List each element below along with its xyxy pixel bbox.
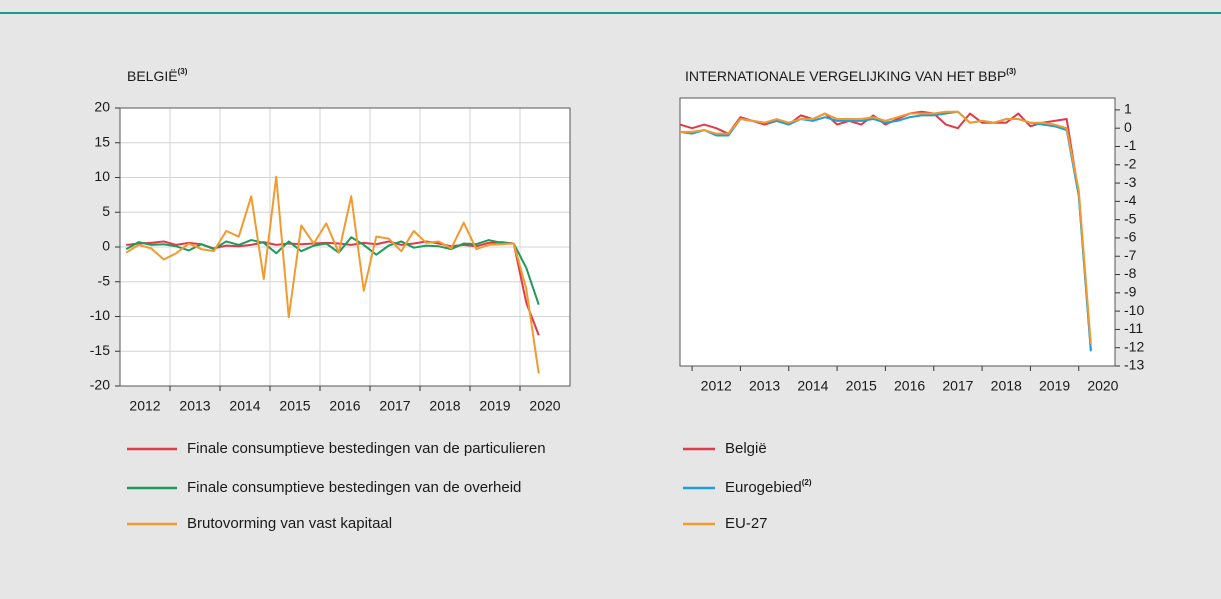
- y-tick-label: -1: [1124, 137, 1137, 153]
- y-tick-label: -10: [1124, 302, 1144, 318]
- legend-label: Finale consumptieve bestedingen van de p…: [187, 440, 546, 457]
- legend-label-main: Eurogebied: [725, 479, 802, 496]
- chart-title-main: INTERNATIONALE VERGELIJKING VAN HET BBP: [685, 68, 1006, 84]
- y-tick-label: -7: [1124, 247, 1137, 263]
- y-tick-label: -13: [1124, 357, 1144, 373]
- x-tick-label: 2017: [942, 378, 973, 394]
- y-tick-label: 15: [94, 133, 110, 149]
- series-line: [125, 175, 540, 374]
- y-tick-label: -6: [1124, 229, 1137, 245]
- legend-label: Eurogebied(2): [725, 478, 812, 496]
- y-tick-label: 5: [102, 203, 110, 219]
- top-rule: [0, 12, 1221, 14]
- y-tick-label: -20: [90, 377, 110, 393]
- legend-label: België: [725, 440, 767, 457]
- x-tick-label: 2012: [701, 378, 732, 394]
- y-tick-label: 10: [94, 168, 110, 184]
- plot-border: [679, 97, 1116, 367]
- y-tick-label: -4: [1124, 192, 1137, 208]
- chart-title-sup: (3): [1006, 67, 1016, 76]
- x-tick-label: 2012: [129, 398, 160, 414]
- y-tick-label: -10: [90, 307, 110, 323]
- y-tick-label: -9: [1124, 284, 1137, 300]
- y-tick-label: -3: [1124, 174, 1137, 190]
- x-tick-label: 2018: [429, 398, 460, 414]
- plot-area: [680, 98, 1115, 366]
- x-tick-label: 2020: [529, 398, 560, 414]
- x-tick-label: 2015: [846, 378, 877, 394]
- legend-label-main: België: [725, 440, 767, 457]
- x-tick-label: 2019: [479, 398, 510, 414]
- y-tick-label: -11: [1124, 320, 1143, 336]
- x-tick-label: 2013: [179, 398, 210, 414]
- legend-label-main: EU-27: [725, 515, 768, 532]
- y-tick-label: -12: [1124, 338, 1144, 354]
- x-tick-label: 2017: [379, 398, 410, 414]
- y-tick-label: -15: [90, 342, 110, 358]
- x-tick-label: 2016: [329, 398, 360, 414]
- y-tick-label: -5: [1124, 210, 1137, 226]
- x-tick-label: 2013: [749, 378, 780, 394]
- x-tick-label: 2014: [229, 398, 260, 414]
- series-line: [680, 110, 1092, 345]
- x-tick-label: 2020: [1087, 378, 1118, 394]
- series-line: [126, 240, 540, 336]
- y-tick-label: 0: [1124, 119, 1132, 135]
- chart-title: BELGIË(3): [127, 67, 188, 84]
- legend-label-main: Finale consumptieve bestedingen van de p…: [187, 440, 546, 457]
- x-tick-label: 2016: [894, 378, 925, 394]
- y-tick-label: -2: [1124, 155, 1137, 171]
- chart-title: INTERNATIONALE VERGELIJKING VAN HET BBP(…: [685, 67, 1016, 84]
- chart-title-main: BELGIË: [127, 68, 178, 84]
- legend-label: Brutovorming van vast kapitaal: [187, 515, 392, 532]
- y-tick-label: 20: [94, 99, 110, 115]
- y-tick-label: -8: [1124, 265, 1137, 281]
- x-tick-label: 2018: [991, 378, 1022, 394]
- y-tick-label: 0: [102, 238, 110, 254]
- legend-label-sup: (2): [802, 478, 812, 487]
- legend-label-main: Brutovorming van vast kapitaal: [187, 515, 392, 532]
- legend-label: EU-27: [725, 515, 768, 532]
- chart-title-sup: (3): [178, 67, 188, 76]
- legend-label: Finale consumptieve bestedingen van de o…: [187, 479, 521, 496]
- y-tick-label: 1: [1124, 101, 1132, 117]
- x-tick-label: 2014: [797, 378, 828, 394]
- y-tick-label: -5: [98, 272, 111, 288]
- x-tick-label: 2019: [1039, 378, 1070, 394]
- x-tick-label: 2015: [279, 398, 310, 414]
- plot-border: [119, 107, 571, 387]
- legend-label-main: Finale consumptieve bestedingen van de o…: [187, 479, 521, 496]
